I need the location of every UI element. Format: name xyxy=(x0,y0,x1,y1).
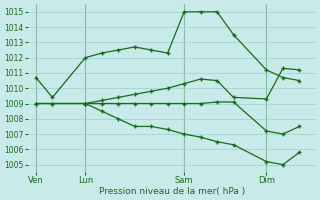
X-axis label: Pression niveau de la mer( hPa ): Pression niveau de la mer( hPa ) xyxy=(99,187,245,196)
